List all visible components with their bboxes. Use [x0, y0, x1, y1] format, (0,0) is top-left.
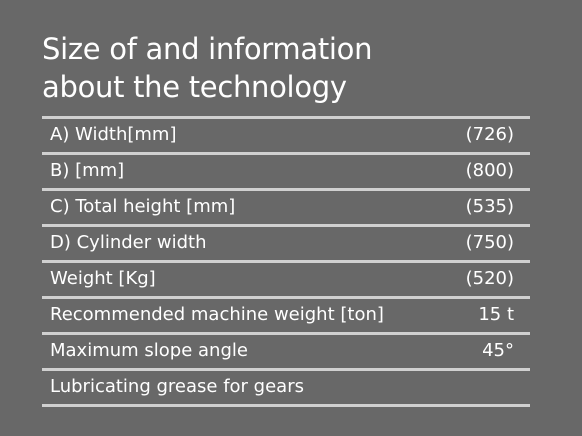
row-value: (726): [465, 124, 514, 145]
row-label: C) Total height [mm]: [50, 196, 236, 217]
row-label: Recommended machine weight [ton]: [50, 304, 384, 325]
title-line: about the technology: [42, 70, 347, 104]
title: Size of and information about the techno…: [42, 30, 372, 106]
table-row: B) [mm] (800): [42, 152, 530, 188]
table-row: A) Width[mm] (726): [42, 116, 530, 152]
table-row: Lubricating grease for gears: [42, 368, 530, 407]
title-line: Size of and information: [42, 32, 373, 66]
row-value: (535): [465, 196, 514, 217]
table-row: C) Total height [mm] (535): [42, 188, 530, 224]
table-row: D) Cylinder width (750): [42, 224, 530, 260]
row-label: A) Width[mm]: [50, 124, 177, 145]
row-label: D) Cylinder width: [50, 232, 207, 253]
table-row: Maximum slope angle 45°: [42, 332, 530, 368]
row-value: (800): [465, 160, 514, 181]
row-label: Lubricating grease for gears: [50, 376, 304, 397]
table-row: Weight [Kg] (520): [42, 260, 530, 296]
spec-table: A) Width[mm] (726) B) [mm] (800) C) Total he…: [42, 116, 530, 407]
row-value: (520): [465, 268, 514, 289]
row-value: 45°: [482, 340, 514, 361]
row-label: B) [mm]: [50, 160, 125, 181]
row-label: Maximum slope angle: [50, 340, 248, 361]
row-value: 15 t: [478, 304, 514, 325]
row-value: (750): [465, 232, 514, 253]
table-row: Recommended machine weight [ton] 15 t: [42, 296, 530, 332]
row-label: Weight [Kg]: [50, 268, 156, 289]
